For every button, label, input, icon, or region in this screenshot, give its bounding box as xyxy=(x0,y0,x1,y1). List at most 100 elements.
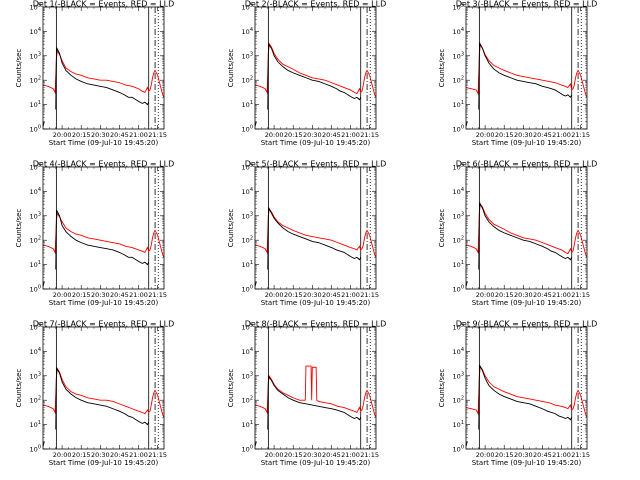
y-tick-base: 10 xyxy=(30,261,38,269)
y-tick-exponent: 4 xyxy=(461,27,464,33)
y-tick-label: 101 xyxy=(242,260,253,269)
y-tick-base: 10 xyxy=(242,421,250,429)
y-tick-exponent: 0 xyxy=(38,125,41,131)
x-tick-label: 20:30 xyxy=(514,451,533,459)
y-tick-base: 10 xyxy=(242,188,250,196)
y-tick-label: 103 xyxy=(242,51,253,60)
y-tick-base: 10 xyxy=(30,237,38,245)
y-tick-label: 102 xyxy=(30,236,41,245)
x-tick-label: 21:15 xyxy=(360,451,379,459)
x-tick-label: 20:45 xyxy=(110,451,129,459)
y-tick-exponent: 3 xyxy=(250,211,253,217)
x-tick-label: 20:45 xyxy=(533,131,552,139)
y-tick-base: 10 xyxy=(453,77,461,85)
y-tick-label: 104 xyxy=(242,187,253,196)
plot-frame xyxy=(465,6,588,130)
x-axis-label: Start Time (09-Jul-10 19:45:20) xyxy=(49,459,159,467)
y-tick-base: 10 xyxy=(242,28,250,36)
y-tick-base: 10 xyxy=(453,324,461,332)
x-tick-label: 20:30 xyxy=(91,451,110,459)
y-tick-label: 101 xyxy=(30,260,41,269)
lld-series-line xyxy=(255,42,376,98)
x-tick-label: 20:00 xyxy=(476,131,495,139)
y-tick-base: 10 xyxy=(453,261,461,269)
y-tick-base: 10 xyxy=(242,286,250,294)
y-tick-base: 10 xyxy=(453,4,461,12)
y-axis-label: Counts/sec xyxy=(15,49,23,88)
x-tick-label: 20:00 xyxy=(53,131,72,139)
x-tick-label: 20:15 xyxy=(495,291,514,299)
y-tick-label: 105 xyxy=(453,163,464,172)
x-tick-label: 20:30 xyxy=(91,291,110,299)
y-tick-exponent: 4 xyxy=(250,187,253,193)
y-tick-exponent: 2 xyxy=(38,236,41,242)
y-tick-exponent: 5 xyxy=(38,323,41,329)
panel-title: Det 5(-BLACK = Events, RED = LLD xyxy=(245,160,386,169)
detector-panel-4: Det 4(-BLACK = Events, RED = LLD10010110… xyxy=(15,160,174,308)
x-tick-label: 21:00 xyxy=(552,131,571,139)
y-tick-label: 105 xyxy=(30,3,41,12)
x-tick-label: 21:00 xyxy=(552,291,571,299)
y-tick-exponent: 3 xyxy=(461,51,464,57)
y-tick-exponent: 0 xyxy=(250,125,253,131)
x-tick-label: 20:30 xyxy=(91,131,110,139)
y-tick-label: 103 xyxy=(453,51,464,60)
y-tick-label: 104 xyxy=(30,27,41,36)
y-tick-label: 104 xyxy=(30,347,41,356)
y-tick-exponent: 4 xyxy=(461,187,464,193)
x-tick-label: 20:00 xyxy=(476,291,495,299)
y-tick-label: 101 xyxy=(453,420,464,429)
x-tick-label: 21:00 xyxy=(129,131,148,139)
x-tick-label: 21:00 xyxy=(129,291,148,299)
detector-panel-8: Det 8(-BLACK = Events, RED = LLD10010110… xyxy=(227,320,386,468)
x-tick-label: 20:15 xyxy=(284,291,303,299)
x-tick-label: 21:00 xyxy=(341,451,360,459)
y-tick-base: 10 xyxy=(453,237,461,245)
detector-panel-1: Det 1(-BLACK = Events, RED = LLD10010110… xyxy=(15,0,174,147)
y-tick-label: 105 xyxy=(30,323,41,332)
y-tick-label: 100 xyxy=(453,285,464,294)
y-tick-exponent: 5 xyxy=(250,163,253,169)
y-tick-base: 10 xyxy=(30,397,38,405)
y-tick-exponent: 0 xyxy=(250,285,253,291)
x-axis-label: Start Time (09-Jul-10 19:45:20) xyxy=(261,459,371,467)
plot-frame xyxy=(254,166,377,290)
y-tick-exponent: 0 xyxy=(38,285,41,291)
y-tick-base: 10 xyxy=(30,446,38,454)
x-tick-label: 21:00 xyxy=(341,131,360,139)
lld-series-line xyxy=(466,202,587,258)
x-tick-label: 20:00 xyxy=(265,131,284,139)
y-tick-label: 104 xyxy=(30,187,41,196)
y-tick-label: 103 xyxy=(30,211,41,220)
events-series-line xyxy=(43,366,150,447)
x-tick-label: 21:15 xyxy=(148,451,167,459)
y-tick-base: 10 xyxy=(30,286,38,294)
y-tick-label: 101 xyxy=(30,100,41,109)
lld-series-line xyxy=(43,367,164,418)
y-tick-exponent: 1 xyxy=(250,260,253,266)
y-tick-label: 102 xyxy=(242,236,253,245)
y-tick-exponent: 1 xyxy=(461,100,464,106)
x-tick-label: 20:45 xyxy=(322,451,341,459)
x-tick-label: 21:15 xyxy=(571,131,590,139)
y-tick-label: 101 xyxy=(242,100,253,109)
y-tick-label: 104 xyxy=(453,27,464,36)
panel-title: Det 2(-BLACK = Events, RED = LLD xyxy=(245,0,386,9)
plot-frame xyxy=(254,326,377,450)
y-tick-base: 10 xyxy=(453,52,461,60)
y-tick-exponent: 2 xyxy=(250,396,253,402)
plot-frame xyxy=(254,6,377,130)
y-tick-exponent: 5 xyxy=(38,163,41,169)
y-tick-label: 100 xyxy=(30,445,41,454)
x-tick-label: 20:15 xyxy=(495,451,514,459)
y-tick-exponent: 4 xyxy=(38,187,41,193)
y-tick-exponent: 0 xyxy=(250,445,253,451)
y-tick-label: 102 xyxy=(453,76,464,85)
x-tick-label: 21:15 xyxy=(148,131,167,139)
x-tick-label: 20:15 xyxy=(284,451,303,459)
y-axis-label: Counts/sec xyxy=(227,49,235,88)
x-tick-label: 20:15 xyxy=(72,291,91,299)
x-axis-label: Start Time (09-Jul-10 19:45:20) xyxy=(261,139,371,147)
panel-title: Det 1(-BLACK = Events, RED = LLD xyxy=(33,0,174,9)
